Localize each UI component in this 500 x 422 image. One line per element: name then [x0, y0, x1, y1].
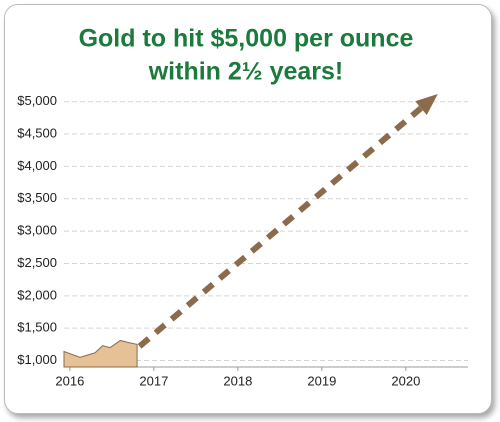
- x-tick-label: 2019: [307, 373, 336, 388]
- chart-title: Gold to hit $5,000 per ounce: [79, 25, 414, 53]
- y-tick-label: $3,000: [17, 223, 57, 238]
- area: [63, 339, 138, 368]
- y-tick-label: $5,000: [17, 93, 57, 108]
- y-tick-label: $2,000: [17, 287, 57, 302]
- x-tick-label: 2016: [55, 373, 84, 388]
- projection-line: [137, 105, 423, 349]
- card: [4, 4, 492, 414]
- chart-title: within 2½ years!: [148, 58, 344, 86]
- y-tick-label: $4,500: [17, 125, 57, 140]
- y-tick-label: $2,500: [17, 255, 57, 270]
- y-tick-label: $1,000: [17, 352, 57, 367]
- y-tick-label: $3,500: [17, 190, 57, 205]
- x-tick-label: 2020: [391, 373, 420, 388]
- arrow-head: [415, 93, 438, 116]
- x-tick-label: 2017: [139, 373, 168, 388]
- x-tick-label: 2018: [223, 373, 252, 388]
- y-tick-label: $4,000: [17, 158, 57, 173]
- y-tick-label: $1,500: [17, 320, 57, 335]
